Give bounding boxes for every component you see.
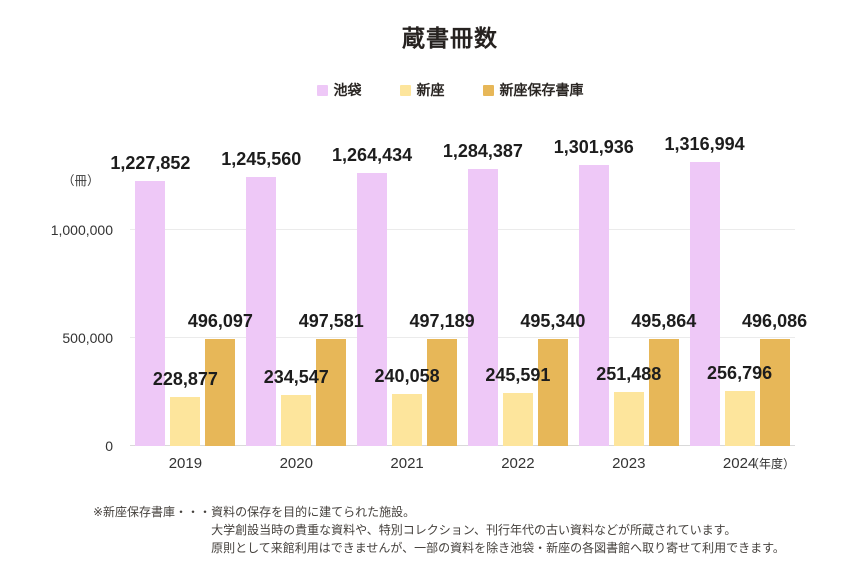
bar-value-label: 234,547 [263, 367, 329, 388]
bar-新座保存書庫-2020 [316, 338, 347, 446]
bar-新座保存書庫-2019 [205, 338, 236, 446]
footnote-line: 大学創設当時の貴重な資料や、特別コレクション、刊行年代の古い資料などが所蔵されて… [211, 523, 737, 537]
x-tick-label: 2020 [279, 455, 313, 472]
bar-value-label: 240,058 [374, 366, 440, 387]
bar-value-label: 228,877 [152, 368, 218, 389]
legend-item: 新座 [399, 80, 445, 100]
legend-label: 新座 [416, 82, 445, 98]
bar-新座-2023 [613, 391, 644, 446]
footnote: ※新座保存書庫・・・ 資料の保存を目的に建てられた施設。大学創設当時の貴重な資料… [93, 503, 785, 557]
bar-新座保存書庫-2021 [427, 338, 458, 446]
bar-value-label: 496,086 [742, 310, 808, 331]
bar-池袋-2024 [689, 161, 720, 446]
gridline-0 [130, 445, 795, 446]
y-tick-label: 1,000,000 [50, 222, 113, 238]
bar-value-label: 1,264,434 [332, 144, 413, 165]
chart-title: 蔵書冊数 [402, 25, 498, 51]
bar-value-label: 496,097 [187, 310, 253, 331]
bar-value-label: 495,340 [520, 311, 586, 332]
x-tick-label: 2019 [168, 455, 203, 472]
legend-swatch-新座 [399, 84, 411, 96]
bar-新座保存書庫-2023 [648, 338, 679, 446]
footnote-line: 原則として来館利用はできませんが、一部の資料を除き池袋・新座の各図書館へ取り寄せ… [211, 541, 785, 555]
y-axis-unit: （冊） [62, 174, 100, 188]
bar-新座-2020 [281, 395, 312, 446]
x-tick-label: 2023 [612, 455, 646, 472]
bar-value-label: 1,227,852 [110, 152, 191, 173]
bar-value-label: 495,864 [631, 310, 697, 331]
legend-label: 新座保存書庫 [499, 82, 584, 98]
bar-新座保存書庫-2022 [537, 339, 568, 446]
bar-新座保存書庫-2024 [759, 338, 790, 446]
bar-value-label: 497,189 [409, 310, 475, 331]
gridline-500000 [130, 337, 795, 338]
x-tick-label: 2024 [722, 455, 757, 472]
footnote-prefix: ※新座保存書庫・・・ [93, 505, 212, 519]
bar-池袋-2020 [246, 176, 277, 446]
legend-item: 池袋 [316, 80, 362, 100]
bar-value-label: 1,245,560 [221, 148, 302, 169]
bar-池袋-2021 [357, 172, 388, 446]
bar-新座-2019 [170, 396, 201, 446]
x-tick-label: 2021 [390, 455, 424, 472]
y-tick-label: 0 [105, 438, 113, 454]
legend-item: 新座保存書庫 [482, 80, 584, 100]
gridline-1000000 [130, 229, 795, 230]
bar-池袋-2023 [578, 164, 609, 446]
footnote-lines: 資料の保存を目的に建てられた施設。大学創設当時の貴重な資料や、特別コレクション、… [211, 503, 785, 557]
bar-池袋-2022 [467, 168, 498, 446]
bar-value-label: 1,316,994 [664, 133, 745, 154]
bar-value-label: 251,488 [596, 363, 662, 384]
legend-swatch-新座保存書庫 [482, 84, 494, 96]
y-tick-label: 500,000 [62, 330, 113, 346]
x-axis-unit: （年度） [746, 457, 795, 471]
legend: 池袋 新座 新座保存書庫 [90, 80, 810, 100]
bar-value-label: 1,284,387 [442, 140, 523, 161]
legend-label: 池袋 [333, 82, 362, 98]
footnote-line: 資料の保存を目的に建てられた施設。 [211, 505, 416, 519]
bar-新座-2024 [724, 390, 755, 446]
bar-value-label: 1,301,936 [553, 136, 634, 157]
x-tick-label: 2022 [501, 455, 535, 472]
bar-新座-2022 [502, 392, 533, 446]
legend-swatch-池袋 [316, 84, 328, 96]
bar-池袋-2019 [135, 180, 166, 446]
bar-value-label: 497,581 [298, 310, 364, 331]
bar-value-label: 256,796 [707, 362, 773, 383]
plot-area: 0 500,000 1,000,000 1,227,852 228,877 496,097… [51, 134, 807, 472]
bar-value-label: 245,591 [485, 364, 551, 385]
bar-新座-2021 [392, 394, 423, 446]
